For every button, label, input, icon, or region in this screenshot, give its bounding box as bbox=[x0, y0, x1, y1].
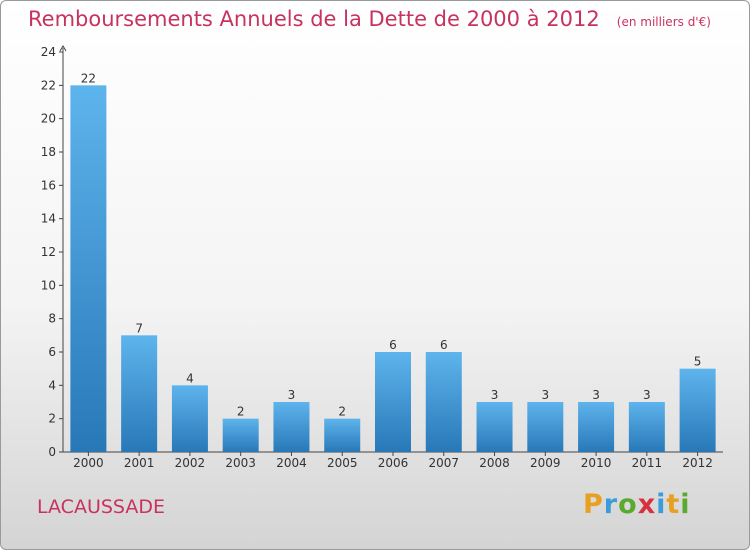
unit-note: (en milliers d'€) bbox=[616, 15, 711, 29]
data-label: 7 bbox=[135, 321, 143, 335]
x-tick-label: 2011 bbox=[632, 456, 663, 470]
data-label: 2 bbox=[338, 405, 346, 419]
data-label: 3 bbox=[592, 388, 600, 402]
bars: 22 7 4 2 3 2 6 6 3 3 3 3 5 bbox=[70, 71, 716, 452]
y-tick-label: 0 bbox=[48, 445, 56, 459]
x-tick-label: 2004 bbox=[276, 456, 307, 470]
y-tick-label: 10 bbox=[41, 278, 56, 292]
y-tick-label: 14 bbox=[41, 212, 56, 226]
x-tick-label: 2005 bbox=[327, 456, 358, 470]
chart-title: Remboursements Annuels de la Dette de 20… bbox=[28, 7, 600, 31]
x-tick-label: 2000 bbox=[73, 456, 104, 470]
x-tick-label: 2012 bbox=[682, 456, 713, 470]
y-tick-label: 22 bbox=[41, 78, 56, 92]
y-tick-label: 4 bbox=[48, 378, 56, 392]
data-label: 2 bbox=[237, 405, 245, 419]
bar-2010 bbox=[578, 402, 615, 452]
x-tick-label: 2008 bbox=[479, 456, 510, 470]
x-tick-label: 2006 bbox=[378, 456, 409, 470]
data-label: 3 bbox=[541, 388, 549, 402]
bar-2000 bbox=[70, 85, 107, 452]
commune-name: LACAUSSADE bbox=[37, 496, 165, 518]
data-label: 3 bbox=[491, 388, 499, 402]
y-tick-label: 18 bbox=[41, 145, 56, 159]
chart-title-row: Remboursements Annuels de la Dette de 20… bbox=[28, 7, 711, 31]
data-label: 3 bbox=[643, 388, 651, 402]
bar-2001 bbox=[121, 335, 158, 452]
bar-2004 bbox=[273, 402, 310, 452]
x-tick-label: 2009 bbox=[530, 456, 561, 470]
y-tick-label: 24 bbox=[41, 45, 56, 59]
data-label: 6 bbox=[440, 338, 448, 352]
y-tick-label: 16 bbox=[41, 178, 56, 192]
x-tick-label: 2010 bbox=[581, 456, 612, 470]
y-tick-label: 8 bbox=[48, 312, 56, 326]
data-label: 3 bbox=[288, 388, 296, 402]
bar-2011 bbox=[628, 402, 665, 452]
bar-2007 bbox=[425, 352, 462, 452]
x-tick-label: 2003 bbox=[225, 456, 256, 470]
y-tick-label: 6 bbox=[48, 345, 56, 359]
bar-2009 bbox=[527, 402, 564, 452]
bar-2006 bbox=[375, 352, 411, 452]
x-tick-label: 2001 bbox=[124, 456, 155, 470]
y-tick-label: 2 bbox=[48, 412, 56, 426]
bar-2008 bbox=[476, 402, 513, 452]
y-tick-label: 12 bbox=[41, 245, 56, 259]
y-axis-arrow bbox=[59, 45, 67, 52]
x-tick-label: 2007 bbox=[428, 456, 459, 470]
bar-2005 bbox=[324, 418, 361, 452]
x-tick-label: 2002 bbox=[175, 456, 206, 470]
bar-2012 bbox=[679, 368, 716, 452]
bar-2002 bbox=[171, 385, 208, 452]
data-label: 6 bbox=[389, 338, 397, 352]
data-label: 22 bbox=[81, 71, 96, 85]
proxiti-logo: Proxiti bbox=[583, 489, 691, 520]
data-label: 4 bbox=[186, 371, 194, 385]
y-tick-label: 20 bbox=[41, 112, 56, 126]
bar-2003 bbox=[222, 418, 259, 452]
data-label: 5 bbox=[694, 355, 702, 369]
